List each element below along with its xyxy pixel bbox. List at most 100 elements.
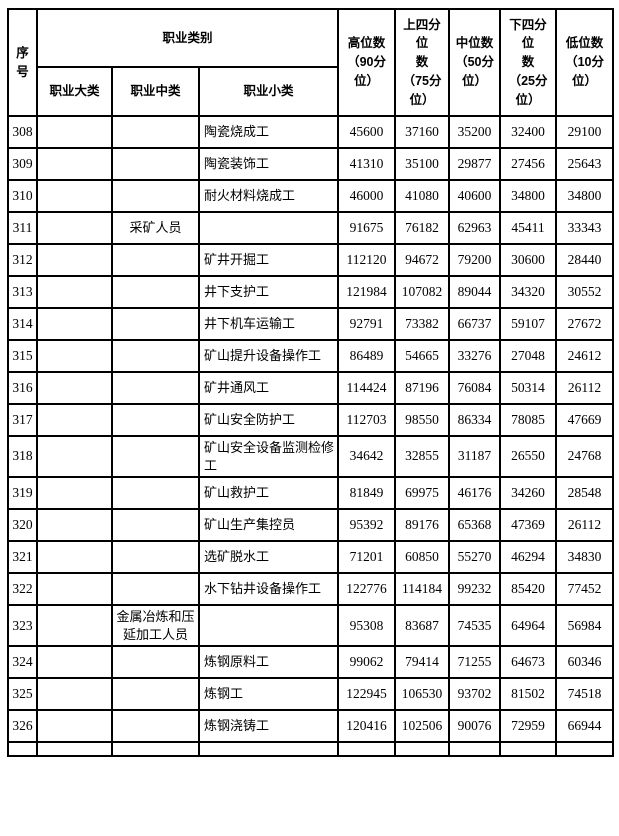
cell-minor-category — [197, 604, 340, 648]
cell-major-category — [36, 645, 113, 680]
cell-minor-category: 陶瓷烧成工 — [197, 115, 340, 149]
table-row: 314 井下机车运输工 92791 73382 66737 59107 27672 — [7, 307, 615, 341]
cell-value: 93702 — [448, 677, 502, 712]
cell-minor-category: 矿山生产集控员 — [197, 508, 340, 543]
cell-value: 31187 — [448, 434, 502, 479]
header-category-group: 职业类别 — [35, 8, 340, 68]
table-row: 309 陶瓷装饰工 41310 35100 29877 27456 25643 — [7, 147, 615, 181]
cell-value: 55270 — [448, 540, 502, 575]
cell-major-category — [36, 275, 113, 309]
cell-value: 45600 — [337, 115, 397, 149]
cell-major-category — [36, 339, 113, 373]
table-row: 317 矿山安全防护工 112703 98550 86334 78085 47669 — [7, 403, 615, 437]
cell-empty — [7, 741, 38, 758]
cell-value: 32855 — [394, 434, 451, 479]
header-sub-middle: 职业中类 — [111, 66, 200, 117]
cell-value: 79414 — [394, 645, 451, 680]
cell-seq: 325 — [7, 677, 38, 712]
cell-value: 122945 — [337, 677, 397, 712]
header-p50: 中位数 （50分 位） — [448, 8, 502, 117]
cell-empty — [337, 741, 397, 758]
cell-minor-category: 炼钢浇铸工 — [197, 709, 340, 744]
cell-minor-category: 井下支护工 — [197, 275, 340, 309]
cell-major-category — [36, 540, 113, 575]
cell-minor-category: 炼钢工 — [197, 677, 340, 712]
cell-seq: 314 — [7, 307, 38, 341]
cell-value: 34800 — [499, 179, 558, 213]
cell-middle-category — [111, 179, 200, 213]
table-row: 318 矿山安全设备监测检修工 34642 32855 31187 26550 24768 — [7, 434, 615, 479]
cell-empty — [499, 741, 558, 758]
cell-value: 46176 — [448, 476, 502, 511]
cell-value: 73382 — [394, 307, 451, 341]
table-row: 320 矿山生产集控员 95392 89176 65368 47369 26112 — [7, 508, 615, 543]
cell-value: 89176 — [394, 508, 451, 543]
cell-middle-category — [111, 434, 200, 479]
cell-value: 59107 — [499, 307, 558, 341]
cell-minor-category: 矿井开掘工 — [197, 243, 340, 277]
cell-value: 112703 — [337, 403, 397, 437]
cell-value: 69975 — [394, 476, 451, 511]
cell-value: 98550 — [394, 403, 451, 437]
cell-value: 32400 — [499, 115, 558, 149]
cell-seq: 309 — [7, 147, 38, 181]
cell-seq: 308 — [7, 115, 38, 149]
cell-value: 46000 — [337, 179, 397, 213]
cell-value: 64964 — [499, 604, 558, 648]
cell-value: 34830 — [555, 540, 615, 575]
cell-seq: 312 — [7, 243, 38, 277]
cell-major-category — [36, 604, 113, 648]
cell-value: 26112 — [555, 508, 615, 543]
cell-major-category — [36, 709, 113, 744]
cell-middle-category — [111, 371, 200, 405]
cell-middle-category — [111, 115, 200, 149]
cell-value: 81849 — [337, 476, 397, 511]
wage-percentile-table: 序 号 职业类别 高位数 （90分 位） 上四分位 数 （75分 位） 中位数 … — [7, 8, 615, 758]
cell-value: 66737 — [448, 307, 502, 341]
cell-empty — [448, 741, 502, 758]
cell-value: 34320 — [499, 275, 558, 309]
cell-major-category — [36, 211, 113, 245]
cell-value: 24612 — [555, 339, 615, 373]
table-row: 308 陶瓷烧成工 45600 37160 35200 32400 29100 — [7, 115, 615, 149]
header-seq: 序 号 — [7, 8, 38, 117]
cell-value: 30552 — [555, 275, 615, 309]
table-row: 321 选矿脱水工 71201 60850 55270 46294 34830 — [7, 540, 615, 575]
cell-middle-category: 金属冶炼和压延加工人员 — [111, 604, 200, 648]
cell-seq: 320 — [7, 508, 38, 543]
cell-minor-category: 炼钢原料工 — [197, 645, 340, 680]
cell-minor-category: 井下机车运输工 — [197, 307, 340, 341]
cell-middle-category — [111, 307, 200, 341]
cell-value: 28440 — [555, 243, 615, 277]
cell-middle-category — [111, 572, 200, 607]
cell-seq: 318 — [7, 434, 38, 479]
cell-middle-category — [111, 677, 200, 712]
cell-value: 47669 — [555, 403, 615, 437]
cell-major-category — [36, 243, 113, 277]
cell-value: 121984 — [337, 275, 397, 309]
header-sub-minor: 职业小类 — [197, 66, 340, 117]
cell-value: 35200 — [448, 115, 502, 149]
cell-value: 85420 — [499, 572, 558, 607]
cell-value: 92791 — [337, 307, 397, 341]
cell-major-category — [36, 476, 113, 511]
cell-seq: 321 — [7, 540, 38, 575]
cell-value: 77452 — [555, 572, 615, 607]
cell-value: 114184 — [394, 572, 451, 607]
cell-minor-category: 耐火材料烧成工 — [197, 179, 340, 213]
cell-middle-category — [111, 508, 200, 543]
cell-value: 95308 — [337, 604, 397, 648]
cell-value: 74518 — [555, 677, 615, 712]
cell-seq: 315 — [7, 339, 38, 373]
cell-value: 114424 — [337, 371, 397, 405]
cell-value: 107082 — [394, 275, 451, 309]
cell-value: 56984 — [555, 604, 615, 648]
cell-middle-category — [111, 403, 200, 437]
cell-empty — [36, 741, 113, 758]
cell-minor-category: 矿山提升设备操作工 — [197, 339, 340, 373]
cell-value: 35100 — [394, 147, 451, 181]
header-p25: 下四分位 数 （25分 位） — [499, 8, 558, 117]
cell-value: 47369 — [499, 508, 558, 543]
table-row: 315 矿山提升设备操作工 86489 54665 33276 27048 24612 — [7, 339, 615, 373]
cell-value: 72959 — [499, 709, 558, 744]
